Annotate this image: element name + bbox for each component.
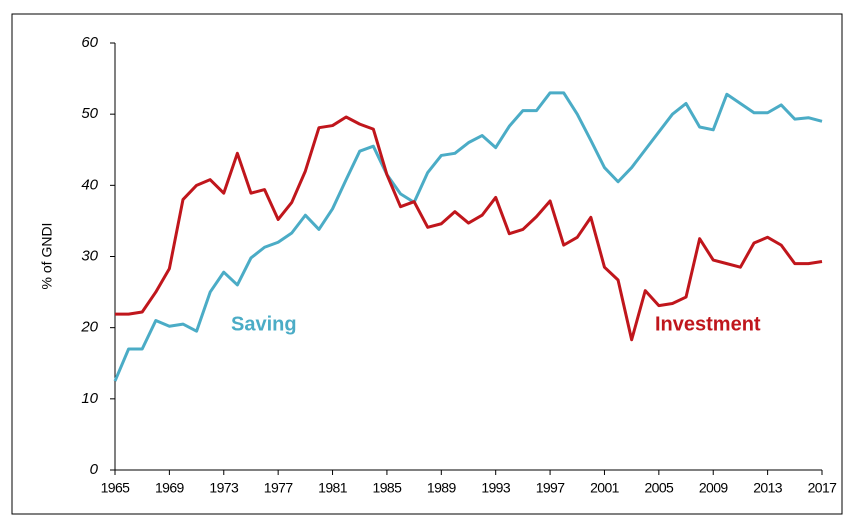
x-tick-label: 2001 — [590, 480, 620, 496]
x-tick-label: 2005 — [644, 480, 674, 496]
y-tick-label: 60 — [81, 34, 98, 51]
x-tick-label: 1985 — [373, 480, 403, 496]
series-line — [115, 115, 823, 342]
y-tick-label: 50 — [81, 105, 98, 122]
series-label: Investment — [655, 313, 761, 335]
series-label: Saving — [231, 313, 297, 335]
x-tick-label: 1997 — [536, 480, 566, 496]
y-tick-label: 40 — [81, 176, 98, 193]
y-tick-label: 20 — [80, 319, 98, 336]
x-tick-label: 2013 — [753, 480, 783, 496]
x-tick-label: 1981 — [318, 480, 348, 496]
y-tick-label: 30 — [81, 247, 98, 264]
x-tick-label: 1989 — [427, 480, 457, 496]
x-tick-label: 1993 — [481, 480, 511, 496]
series-line — [113, 91, 823, 382]
y-tick-label: 0 — [90, 461, 99, 478]
x-tick-label: 1965 — [101, 480, 131, 496]
x-tick-label: 1973 — [209, 480, 239, 496]
y-axis-label: % of GNDI — [39, 223, 55, 290]
chart-frame — [11, 13, 843, 515]
x-tick-label: 2017 — [808, 480, 838, 496]
x-tick-label: 1969 — [155, 480, 185, 496]
y-tick-label: 10 — [81, 390, 98, 407]
x-tick-label: 1977 — [264, 480, 294, 496]
x-tick-label: 2009 — [699, 480, 729, 496]
